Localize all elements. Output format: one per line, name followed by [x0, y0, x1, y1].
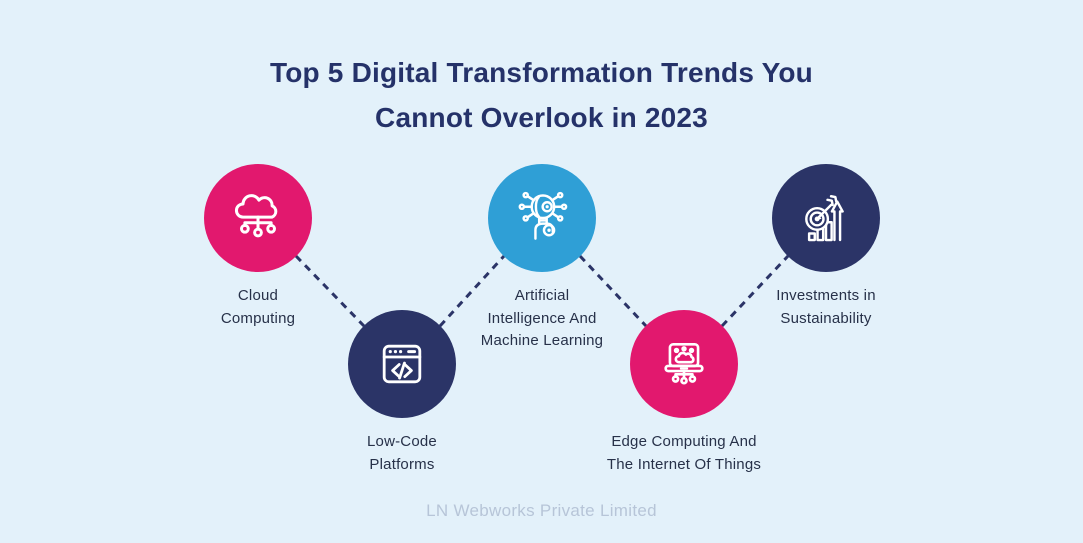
- page-title-line-1: Top 5 Digital Transformation Trends You: [270, 57, 813, 88]
- connector-line-2-3: [438, 254, 506, 328]
- trend-circle: [488, 164, 596, 272]
- trend-label: Artificial Intelligence And Machine Lear…: [480, 287, 604, 349]
- trend-label: Investments in Sustainability: [776, 287, 876, 327]
- page-title: Top 5 Digital Transformation Trends You …: [0, 50, 1083, 140]
- trend-circle: [348, 310, 456, 418]
- target-growth-icon: [805, 195, 844, 242]
- trend-label: Low-Code Platforms: [367, 433, 437, 473]
- trend-label: Cloud Computing: [220, 287, 296, 327]
- trend-circle: [772, 164, 880, 272]
- ai-robot-icon: [518, 191, 568, 240]
- trend-item-low-code-platforms: Low-Code Platforms: [317, 310, 487, 476]
- trend-item-cloud-computing: Cloud Computing: [173, 164, 343, 330]
- cloud-network-icon: [234, 194, 278, 238]
- connector-line-1-2: [294, 254, 366, 328]
- trend-circle: [630, 310, 738, 418]
- trend-item-investments-sustainability: Investments in Sustainability: [741, 164, 911, 330]
- code-window-icon: [382, 344, 422, 384]
- page-title-line-2: Cannot Overlook in 2023: [375, 102, 708, 133]
- trend-circle: [204, 164, 312, 272]
- trend-item-edge-computing-iot: Edge Computing And The Internet Of Thing…: [599, 310, 769, 476]
- connector-line-3-4: [578, 254, 648, 328]
- laptop-cloud-icon: [664, 343, 704, 385]
- footer-brand: LN Webworks Private Limited: [426, 501, 657, 520]
- connector-line-4-5: [720, 254, 790, 328]
- trend-item-ai-machine-learning: Artificial Intelligence And Machine Lear…: [457, 164, 627, 353]
- trend-label: Edge Computing And The Internet Of Thing…: [606, 433, 762, 473]
